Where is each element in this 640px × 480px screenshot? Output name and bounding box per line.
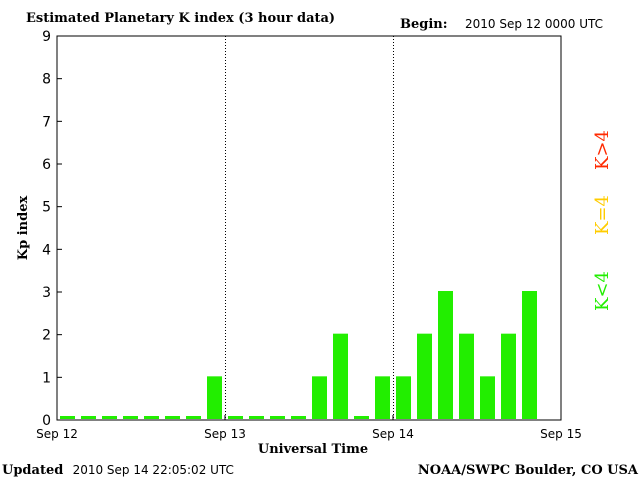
x-axis-ticks: Sep 12 Sep 13 Sep 14 Sep 15 <box>36 415 582 441</box>
kp-bar <box>438 291 453 419</box>
kp-bar <box>333 333 348 419</box>
y-tick-label: 1 <box>42 370 51 386</box>
kp-bar <box>501 333 516 419</box>
kp-bar <box>480 376 495 419</box>
kp-bar <box>459 333 474 419</box>
footer-updated: Updated 2010 Sep 14 22:05:02 UTC <box>2 462 234 478</box>
footer-updated-label: Updated <box>2 463 63 478</box>
kp-bar <box>102 416 117 419</box>
plot-frame <box>56 35 562 421</box>
day-dividers <box>225 36 394 420</box>
kp-bar <box>354 416 369 419</box>
footer-updated-value: 2010 Sep 14 22:05:02 UTC <box>73 463 234 477</box>
kp-bar <box>291 416 306 419</box>
footer-source: NOAA/SWPC Boulder, CO USA <box>418 463 639 478</box>
bars <box>60 291 537 419</box>
y-tick-label: 6 <box>42 157 51 173</box>
legend-k-greater-4: K>4 <box>592 130 613 170</box>
kp-bar <box>249 416 264 419</box>
kp-bar <box>60 416 75 419</box>
kp-bar <box>186 416 201 419</box>
kp-bar <box>144 416 159 419</box>
kp-bar <box>312 376 327 419</box>
x-tick-label: Sep 13 <box>204 427 246 441</box>
kp-bar <box>228 416 243 419</box>
x-axis-label: Universal Time <box>258 442 368 457</box>
kp-bar <box>123 416 138 419</box>
y-tick-label: 0 <box>42 413 51 429</box>
y-tick-label: 5 <box>42 200 51 216</box>
y-axis-ticks: 0 1 2 3 4 5 6 7 8 9 <box>42 29 62 429</box>
kp-bar <box>81 416 96 419</box>
y-tick-label: 9 <box>42 29 51 45</box>
y-tick-label: 2 <box>42 328 51 344</box>
kp-bar <box>375 376 390 419</box>
y-tick-label: 8 <box>42 72 51 88</box>
kp-bar <box>417 333 432 419</box>
kp-bar <box>396 376 411 419</box>
chart-title: Estimated Planetary K index (3 hour data… <box>26 11 335 26</box>
kp-bar <box>165 416 180 419</box>
begin-label: Begin: <box>400 17 448 32</box>
begin-value: 2010 Sep 12 0000 UTC <box>465 17 603 31</box>
x-tick-label: Sep 15 <box>540 427 582 441</box>
x-tick-label: Sep 12 <box>36 427 78 441</box>
x-tick-label: Sep 14 <box>372 427 414 441</box>
kp-bar <box>207 376 222 419</box>
y-tick-label: 7 <box>42 114 51 130</box>
y-axis-label: Kp index <box>16 196 31 261</box>
legend-k-less-4: K<4 <box>592 271 613 311</box>
y-tick-label: 4 <box>42 242 51 258</box>
legend-k-equal-4: K=4 <box>592 195 613 235</box>
kp-bar <box>522 291 537 419</box>
kp-bar <box>270 416 285 419</box>
y-tick-label: 3 <box>42 285 51 301</box>
